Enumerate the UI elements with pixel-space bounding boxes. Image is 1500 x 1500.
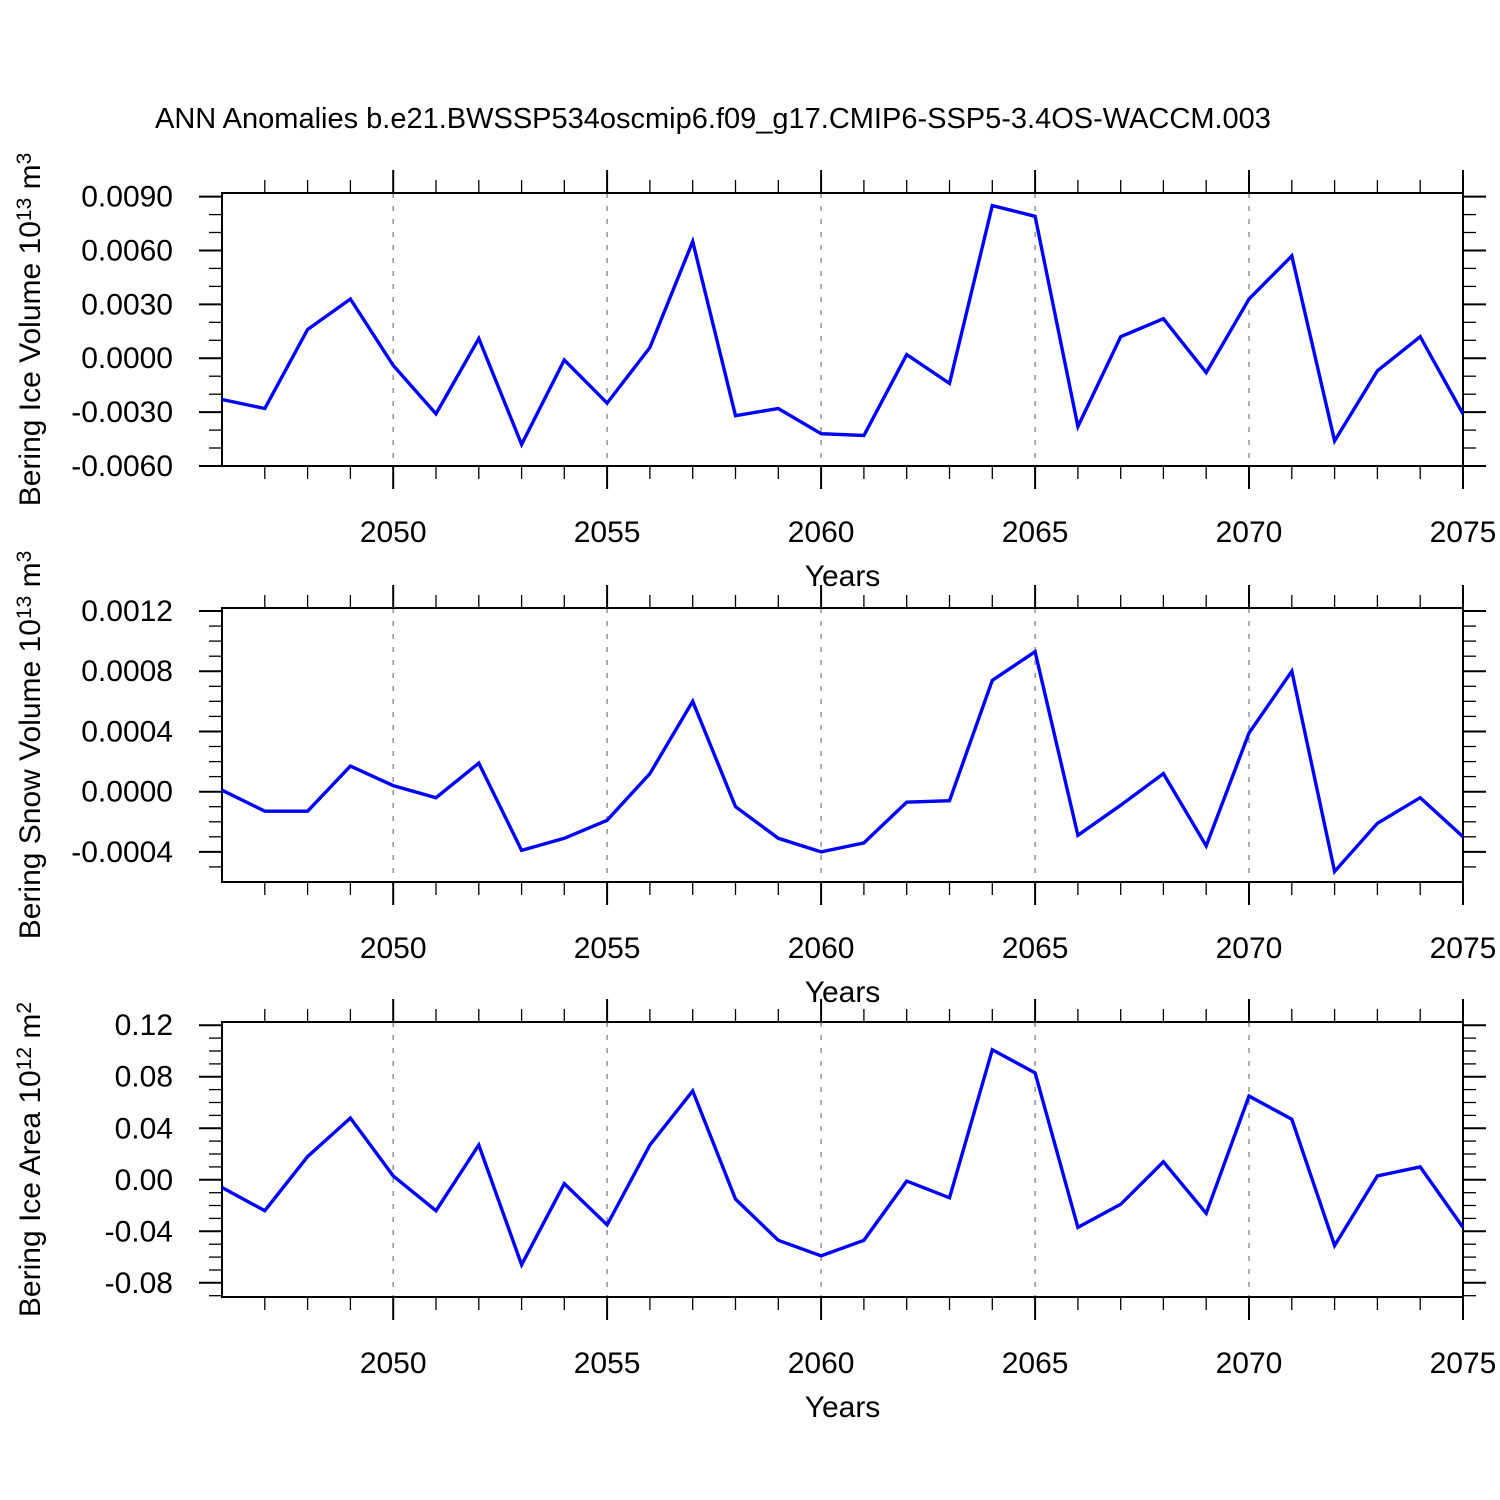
y-tick-label: 0.0000	[81, 776, 173, 809]
y-tick-label: 0.08	[115, 1061, 173, 1094]
x-tick-label: 2065	[1002, 1347, 1069, 1380]
plot-frame	[221, 192, 1464, 467]
x-tick-label: 2055	[574, 516, 641, 549]
x-axis-title: Years	[805, 560, 881, 593]
x-tick-label: 2060	[788, 932, 855, 965]
x-tick-label: 2075	[1430, 932, 1497, 965]
x-tick-label: 2075	[1430, 1347, 1497, 1380]
y-tick-label: -0.0060	[71, 450, 173, 483]
data-line-bering-snow-volume	[221, 648, 1465, 876]
y-axis-title: Bering Snow Volume 1013 m3	[13, 551, 47, 940]
y-tick-label: 0.04	[115, 1112, 173, 1145]
page-title: ANN Anomalies b.e21.BWSSP534oscmip6.f09_…	[155, 103, 1271, 135]
panel-bering-ice-area: 0.12 0.08 0.04 0.00 -0.04 -0.08 2050 2055 2060 20…	[13, 999, 1496, 1424]
y-axis-title: Bering Ice Area 1012 m2	[13, 1002, 47, 1317]
y-tick-label: 0.0090	[81, 181, 173, 214]
x-tick-label: 2065	[1002, 516, 1069, 549]
y-tick-label: 0.0030	[81, 288, 173, 321]
x-tick-label: 2060	[788, 516, 855, 549]
x-tick-label: 2055	[574, 932, 641, 965]
y-tick-label: -0.0030	[71, 396, 173, 429]
x-tick-label: 2070	[1216, 516, 1283, 549]
y-tick-label: 0.0060	[81, 235, 173, 268]
x-tick-label: 2060	[788, 1347, 855, 1380]
plot-frame	[221, 607, 1464, 883]
x-axis-title: Years	[805, 976, 881, 1009]
x-tick-label: 2050	[360, 932, 427, 965]
y-tick-label: -0.04	[105, 1215, 173, 1248]
y-tick-label: 0.12	[115, 1009, 173, 1042]
x-tick-label: 2055	[574, 1347, 641, 1380]
y-tick-label: -0.0004	[71, 836, 173, 869]
plot-frame	[221, 1021, 1464, 1298]
y-tick-label: 0.0008	[81, 655, 173, 688]
data-line-bering-ice-volume	[221, 203, 1465, 449]
x-tick-label: 2075	[1430, 516, 1497, 549]
x-tick-label: 2050	[360, 1347, 427, 1380]
data-line-bering-ice-area	[221, 1047, 1465, 1270]
x-tick-label: 2065	[1002, 932, 1069, 965]
y-axis-title: Bering Ice Volume 1013 m3	[13, 153, 47, 507]
y-tick-label: 0.00	[115, 1164, 173, 1197]
panel-bering-snow-volume: 0.0012 0.0008 0.0004 0.0000 -0.0004 2050 2055 2…	[13, 551, 1496, 1009]
x-tick-label: 2070	[1216, 932, 1283, 965]
panel-bering-ice-volume: 0.0090 0.0060 0.0030 0.0000 -0.0030 -0.0060 20…	[13, 153, 1496, 593]
y-tick-label: -0.08	[105, 1267, 173, 1300]
x-tick-label: 2050	[360, 516, 427, 549]
y-tick-label: 0.0004	[81, 716, 173, 749]
x-tick-label: 2070	[1216, 1347, 1283, 1380]
x-axis-title: Years	[805, 1391, 881, 1424]
y-tick-label: 0.0012	[81, 595, 173, 628]
y-tick-label: 0.0000	[81, 342, 173, 375]
